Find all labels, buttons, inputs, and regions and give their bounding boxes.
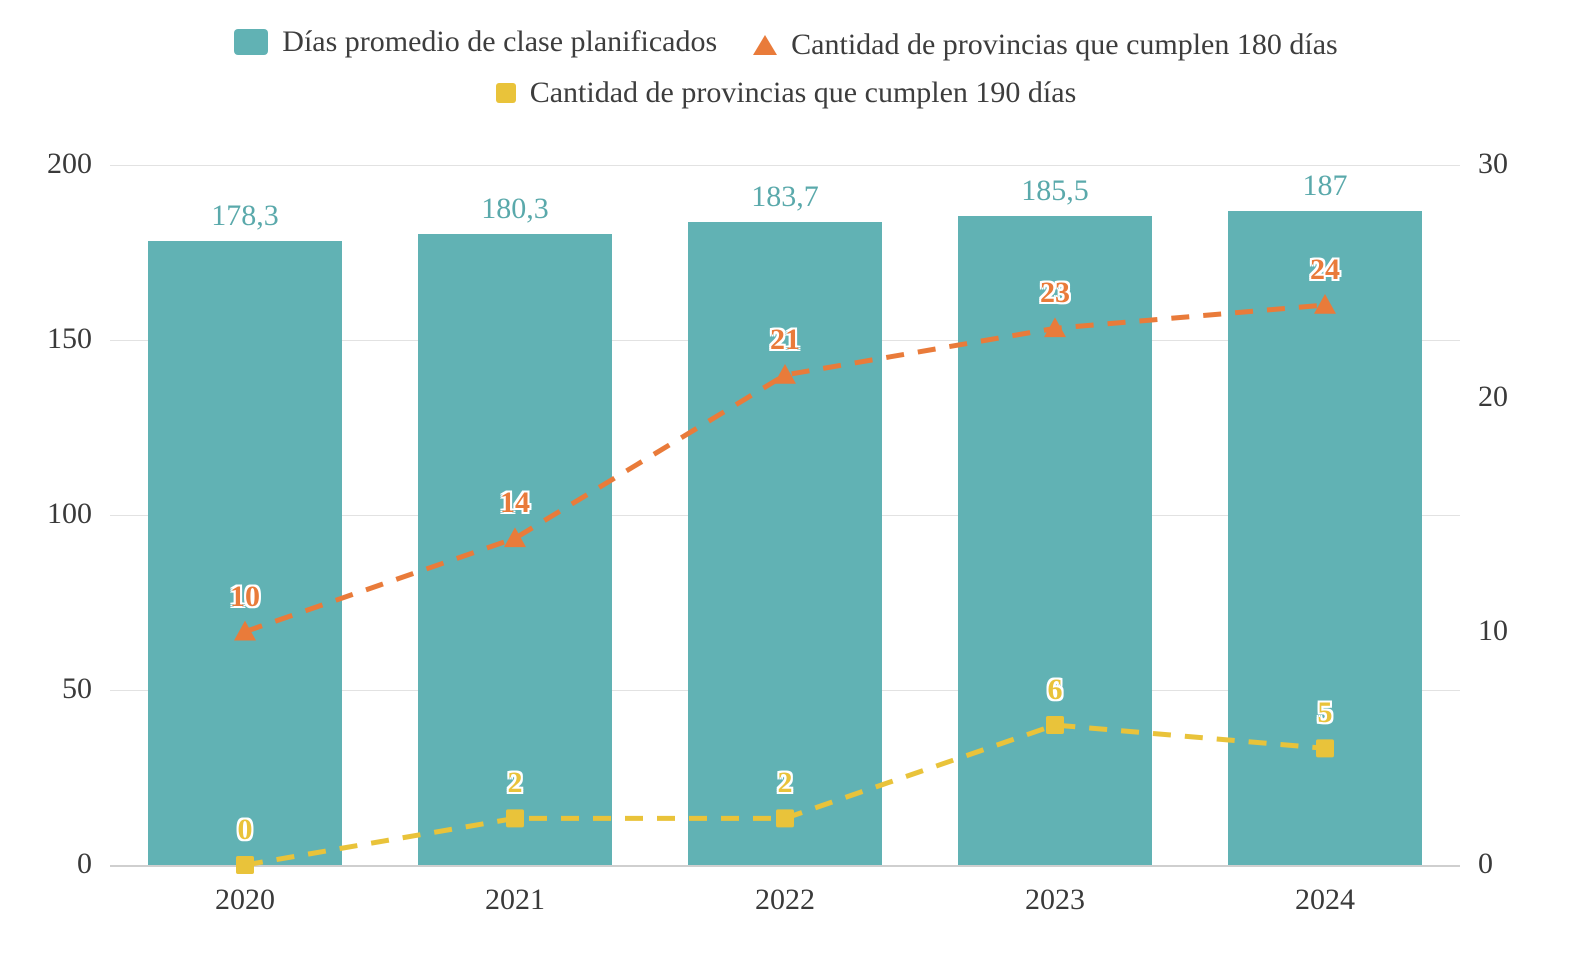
series-value-label-prov_180: 10 <box>230 580 260 614</box>
series-value-label-prov_190: 2 <box>778 766 793 800</box>
x-tick-label: 2024 <box>1295 883 1355 917</box>
series-marker-prov_180 <box>504 527 526 547</box>
legend-swatch <box>234 29 268 55</box>
legend-item: Cantidad de provincias que cumplen 180 d… <box>753 21 1338 69</box>
y-left-tick-label: 50 <box>62 672 92 706</box>
series-marker-prov_190 <box>506 809 524 827</box>
plot-area: 0501001502000102030202020212022202320241… <box>110 165 1460 865</box>
legend-item: Días promedio de clase planificados <box>234 18 717 66</box>
legend-label: Cantidad de provincias que cumplen 180 d… <box>791 21 1338 69</box>
legend: Días promedio de clase planificadosCanti… <box>0 18 1572 117</box>
series-value-label-prov_180: 24 <box>1310 253 1340 287</box>
series-marker-prov_190 <box>1046 716 1064 734</box>
y-left-tick-label: 100 <box>47 497 92 531</box>
series-value-label-prov_190: 5 <box>1318 696 1333 730</box>
y-right-tick-label: 10 <box>1478 614 1508 648</box>
series-value-label-prov_190: 6 <box>1048 673 1063 707</box>
y-right-tick-label: 30 <box>1478 147 1508 181</box>
legend-item: Cantidad de provincias que cumplen 190 d… <box>496 69 1077 117</box>
y-left-tick-label: 200 <box>47 147 92 181</box>
series-marker-prov_190 <box>776 809 794 827</box>
series-value-label-prov_180: 14 <box>500 486 530 520</box>
y-right-tick-label: 0 <box>1478 847 1493 881</box>
gridline <box>110 865 1460 867</box>
series-value-label-prov_190: 2 <box>508 766 523 800</box>
legend-label: Cantidad de provincias que cumplen 190 d… <box>530 69 1077 117</box>
legend-label: Días promedio de clase planificados <box>282 18 717 66</box>
x-tick-label: 2022 <box>755 883 815 917</box>
x-tick-label: 2020 <box>215 883 275 917</box>
series-marker-prov_190 <box>236 856 254 874</box>
x-tick-label: 2021 <box>485 883 545 917</box>
y-left-tick-label: 150 <box>47 322 92 356</box>
series-value-label-prov_180: 21 <box>770 323 800 357</box>
y-right-tick-label: 20 <box>1478 380 1508 414</box>
series-value-label-prov_190: 0 <box>238 813 253 847</box>
y-left-tick-label: 0 <box>77 847 92 881</box>
x-tick-label: 2023 <box>1025 883 1085 917</box>
series-marker-prov_180 <box>1314 294 1336 314</box>
legend-swatch <box>496 83 516 103</box>
legend-swatch <box>753 35 777 55</box>
series-overlay <box>110 165 1460 865</box>
series-marker-prov_190 <box>1316 739 1334 757</box>
chart-container: Días promedio de clase planificadosCanti… <box>0 0 1572 960</box>
series-value-label-prov_180: 23 <box>1040 276 1070 310</box>
